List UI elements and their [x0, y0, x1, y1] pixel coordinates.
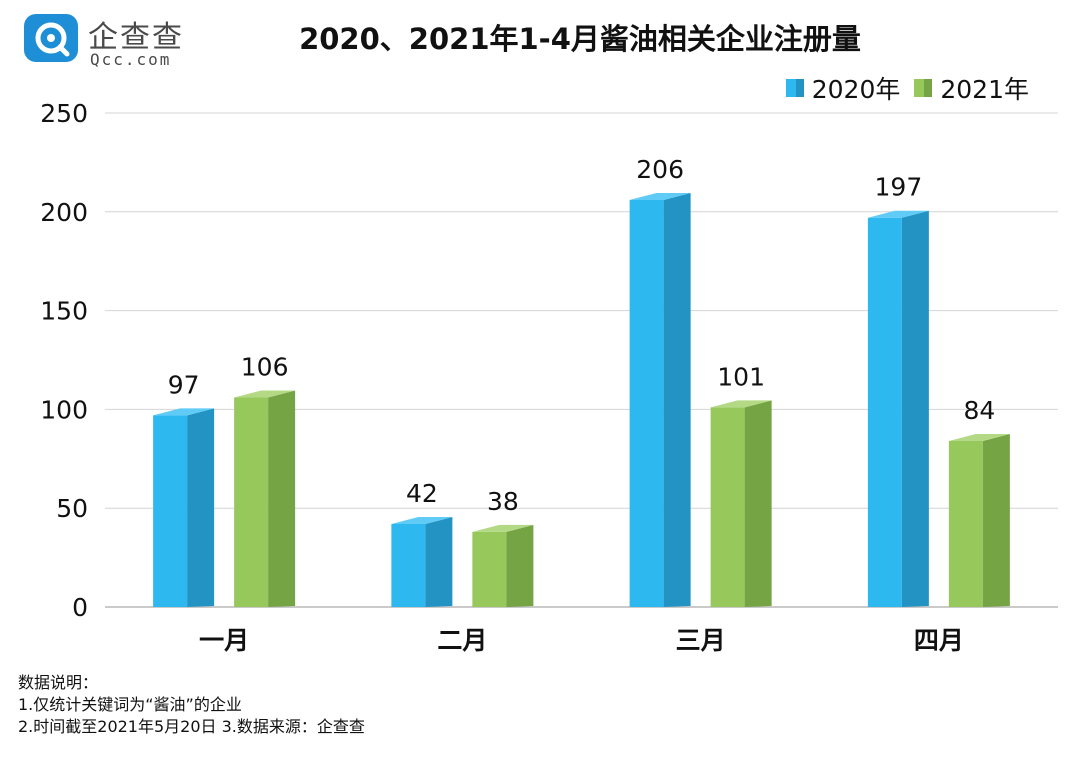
- data-label: 206: [636, 155, 684, 184]
- x-tick-label: 四月: [914, 626, 964, 655]
- bar-front: [710, 407, 745, 607]
- legend-label-2020: 2020年: [811, 75, 901, 104]
- x-tick-label: 二月: [437, 626, 487, 655]
- x-tick-label: 三月: [676, 626, 726, 655]
- swatch-side-2021: [924, 79, 933, 97]
- bar-front: [391, 524, 426, 607]
- bar-chart: 0 50 100 150 200 250 97 106 一月 42 38 二月 206 101 三月 197 8…: [40, 99, 1058, 655]
- bar-top: [472, 524, 534, 532]
- bar-top: [153, 408, 215, 416]
- bar-side: [744, 400, 772, 607]
- bar-side: [506, 524, 534, 607]
- legend-item-2020: 2020年: [785, 70, 901, 106]
- bar-front: [867, 217, 902, 607]
- bar-side: [982, 434, 1010, 607]
- data-label: 197: [875, 173, 923, 202]
- data-label: 42: [406, 479, 438, 508]
- bar-front: [234, 397, 269, 607]
- bar-front: [153, 415, 188, 607]
- qcc-logo-icon: [24, 14, 78, 62]
- data-label: 38: [487, 487, 519, 516]
- bar-side: [425, 517, 453, 607]
- data-label: 84: [963, 396, 995, 425]
- bar-side: [663, 192, 691, 607]
- legend-item-2021: 2021年: [914, 70, 1029, 106]
- legend-swatch-2021: [914, 79, 933, 97]
- bar-front: [472, 531, 507, 607]
- logo-text-cn: 企查查: [88, 20, 184, 55]
- y-tick-label: 250: [40, 99, 88, 128]
- data-notes: 数据说明： 1.仅统计关键词为“酱油”的企业 2.时间截至2021年5月20日 …: [18, 672, 365, 738]
- data-label: 106: [241, 353, 289, 382]
- bar-top: [234, 390, 296, 398]
- data-label: 101: [717, 362, 765, 391]
- y-tick-label: 100: [40, 395, 88, 424]
- bar-side: [901, 210, 929, 607]
- x-tick-label: 一月: [199, 626, 249, 655]
- y-tick-label: 0: [72, 593, 88, 622]
- chart-legend: 2020年 2021年: [772, 70, 1029, 106]
- bar-top: [948, 434, 1010, 442]
- data-label: 97: [168, 370, 200, 399]
- bar-top: [629, 192, 691, 200]
- bar-top: [867, 210, 929, 218]
- y-tick-label: 50: [56, 494, 88, 523]
- notes-line-1: 1.仅统计关键词为“酱油”的企业: [18, 695, 242, 714]
- qcc-logo: 企查查 Qcc.com: [22, 10, 212, 69]
- bar-top: [391, 517, 453, 525]
- swatch-front-2020: [785, 79, 796, 97]
- legend-swatch-2020: [785, 79, 804, 97]
- chart-title: 2020、2021年1-4月酱油相关企业注册量: [299, 22, 861, 56]
- bar-front: [629, 199, 664, 607]
- bar-side: [268, 390, 296, 607]
- legend-label-2021: 2021年: [940, 75, 1029, 104]
- bar-top: [710, 400, 772, 408]
- swatch-front-2021: [914, 79, 925, 97]
- y-tick-label: 150: [40, 297, 88, 326]
- bar-side: [187, 408, 215, 607]
- notes-line-2: 2.时间截至2021年5月20日 3.数据来源：企查查: [18, 717, 365, 736]
- notes-heading: 数据说明：: [18, 673, 99, 692]
- bar-front: [948, 441, 983, 607]
- y-tick-label: 200: [40, 198, 88, 227]
- logo-text-en: Qcc.com: [90, 50, 172, 69]
- swatch-side-2020: [795, 79, 804, 97]
